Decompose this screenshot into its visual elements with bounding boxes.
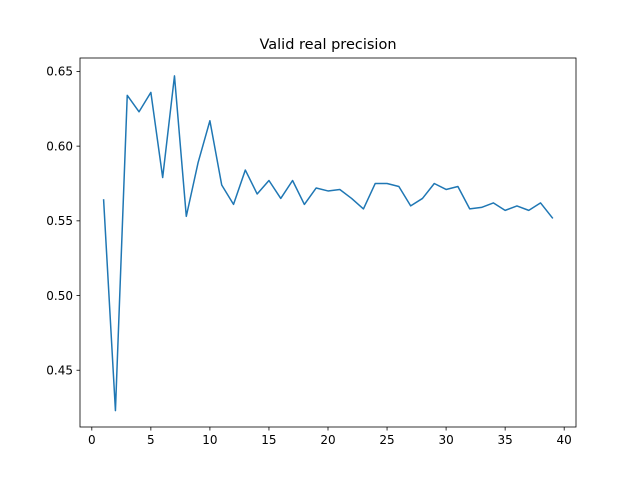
x-tick-label: 10 <box>202 433 217 447</box>
y-axis: 0.45 0.50 0.55 0.60 0.65 <box>46 65 80 378</box>
chart-title: Valid real precision <box>259 37 396 53</box>
y-tick-label: 0.45 <box>46 364 73 378</box>
y-tick-label: 0.60 <box>46 139 73 153</box>
x-tick-label: 25 <box>379 433 394 447</box>
y-tick-label: 0.65 <box>46 65 73 79</box>
x-tick-label: 30 <box>438 433 453 447</box>
x-tick-label: 35 <box>498 433 513 447</box>
plot-frame <box>79 57 577 428</box>
series-line <box>102 75 554 412</box>
x-tick-label: 20 <box>320 433 335 447</box>
y-tick-label: 0.55 <box>46 214 73 228</box>
y-tick-label: 0.50 <box>46 289 73 303</box>
x-axis: 0 5 10 15 20 25 30 35 40 <box>88 427 572 447</box>
x-tick-label: 40 <box>557 433 572 447</box>
plot-series <box>102 75 554 412</box>
x-tick-label: 0 <box>88 433 96 447</box>
x-tick-label: 5 <box>147 433 155 447</box>
x-tick-label: 15 <box>261 433 276 447</box>
